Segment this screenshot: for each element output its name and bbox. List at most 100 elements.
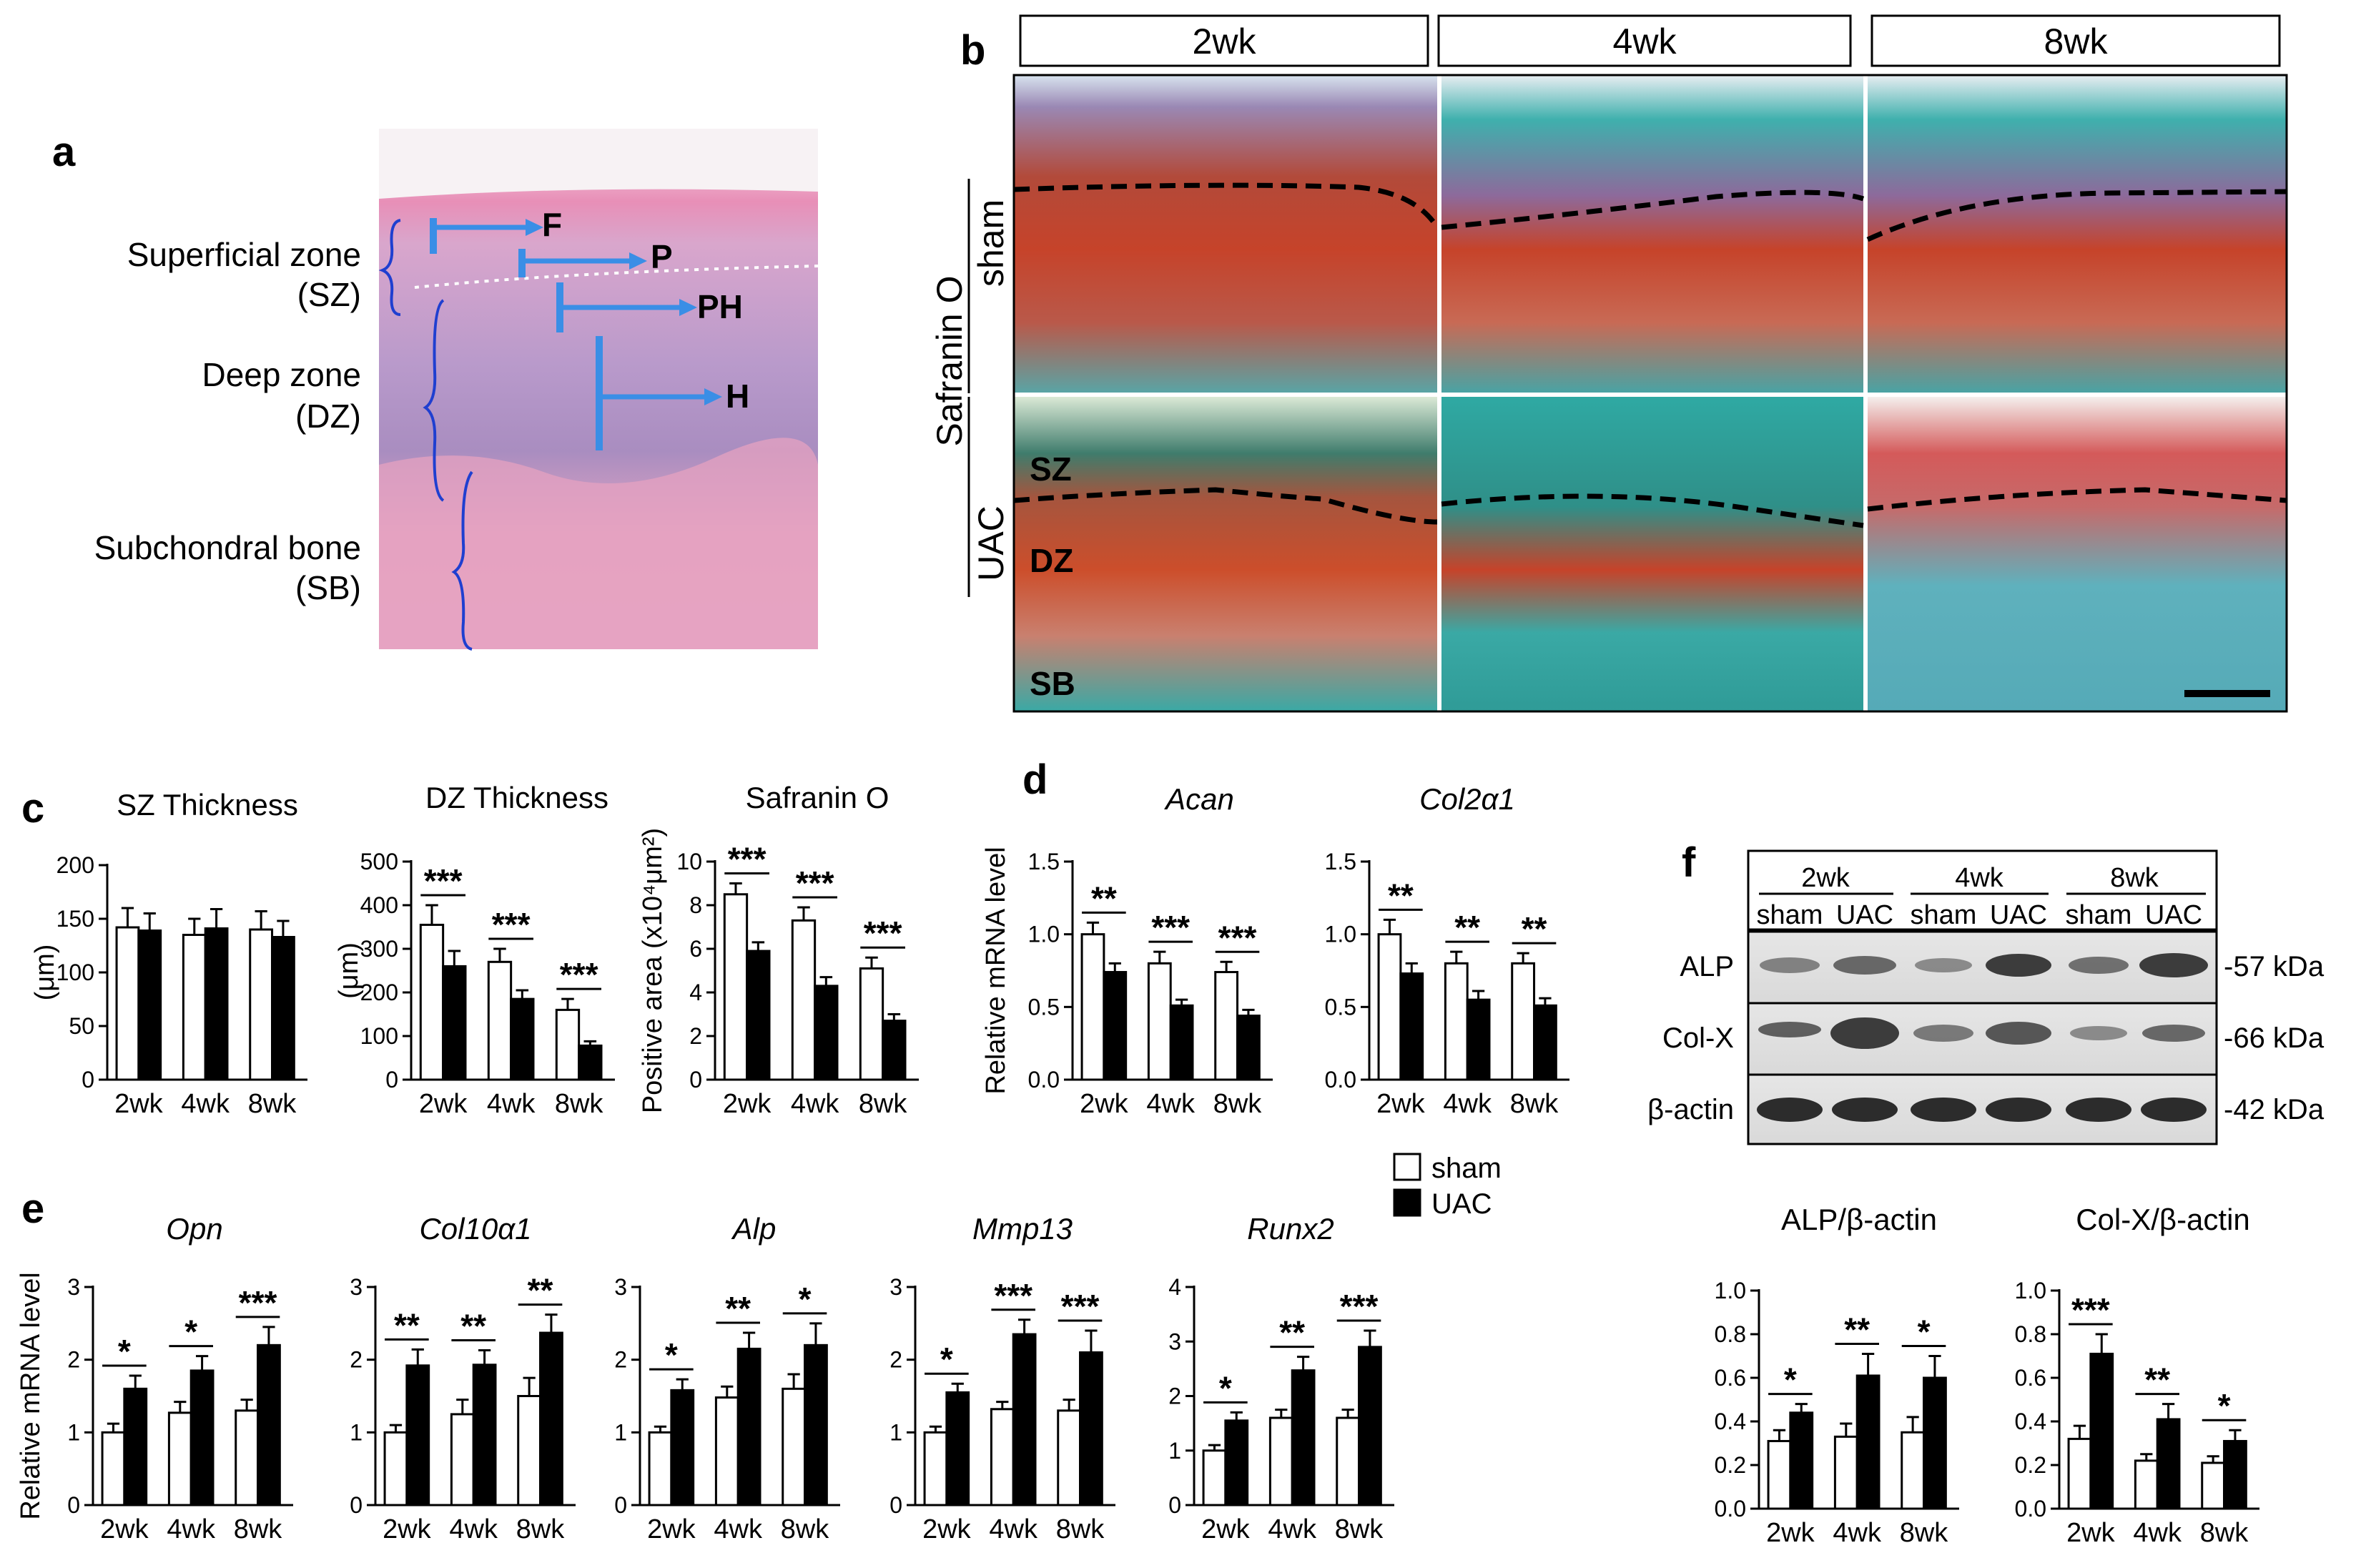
panel-letter-c: c [21,785,44,832]
panel-f-blot: 2wk 4wk 8wk sham UAC sham UAC sham UAC [1647,849,2325,1145]
legend-swatch-uac [1393,1188,1421,1217]
y-tick-label: 0.8 [1715,1321,1746,1347]
significance-label: *** [994,1277,1032,1314]
chart-title: Safranin O [746,781,889,814]
x-tick-label: 4wk [2133,1518,2182,1548]
blot-bands-alp [1760,953,2208,977]
bar-UAC [137,930,162,1081]
y-tick-label: 1.5 [1028,849,1060,874]
y-axis-label: (μm) [334,942,364,999]
bar-UAC [472,1364,497,1507]
significance-label: *** [492,906,531,943]
significance-label: * [1219,1369,1232,1406]
tp-box-2wk [1019,14,1429,67]
significance-label: * [940,1341,953,1378]
bar-UAC [1855,1374,1881,1510]
blot-bands-actin [1757,1098,2207,1122]
bar-UAC [2089,1352,2114,1510]
bar-sham [1511,962,1536,1081]
y-axis-label: Relative mRNA level [16,1272,46,1519]
x-tick-label: 8wk [1213,1089,1263,1119]
bar-sham [182,934,207,1081]
bar-chart-e1: Opn 0 1 2 3 Relative mRNA level * 2wk * 4wk *** 8wk [16,1212,293,1544]
micro-uac-4wk [1441,397,1863,711]
significance-label: *** [560,956,598,993]
legend: sham UAC [1393,1153,1502,1220]
blot-tp-4wk: 4wk [1955,863,2004,893]
bar-sham [782,1387,807,1507]
bar-sham [115,926,140,1081]
y-axis-label: Relative mRNA level [981,847,1011,1094]
significance-label: *** [1218,919,1257,956]
bar-sham [167,1411,192,1507]
group-label-uac: UAC [971,506,1011,581]
significance-label: * [665,1336,678,1374]
panel-b: 2wk 4wk 8wk Safranin O sham UAC SZ DZ SB [930,14,2288,713]
marker-H: H [726,378,749,415]
y-tick-label: 0 [614,1492,627,1518]
y-axis-label: Positive area (x10⁴μm²) [638,828,668,1113]
y-tick-label: 3 [350,1274,363,1300]
x-tick-label: 4wk [487,1089,536,1119]
zone-label-sz: SZ [1030,450,1072,488]
y-tick-label: 400 [360,892,398,918]
bar-UAC [189,1369,215,1507]
y-tick-label: 1.0 [2015,1278,2046,1303]
bar-chart-d1: Acan 0.0 0.5 1.0 1.5 Relative mRNA level ** 2wk… [981,782,1273,1119]
bar-sham [419,923,445,1081]
bar-chart-f1: ALP/β-actin 0.0 0.2 0.4 0.6 0.8 1.0 * 2wk ** 4wk * 8… [1715,1203,1959,1548]
significance-label: *** [728,841,767,878]
bar-sham [1214,971,1239,1081]
significance-label: ** [1844,1311,1870,1348]
bar-UAC [257,1343,281,1507]
bar-UAC [1224,1419,1249,1507]
y-tick-label: 0 [350,1492,363,1518]
bar-sham [383,1431,408,1507]
x-tick-label: 8wk [859,1089,908,1119]
panel-letter-d: d [1022,756,1048,803]
brace-superficial [378,219,401,316]
significance-label: ** [460,1307,486,1344]
bar-UAC [1291,1369,1316,1507]
blot-bands-colx [1758,1017,2205,1049]
marker-F: F [542,206,562,243]
significance-label: * [799,1281,812,1318]
x-tick-label: 8wk [1056,1514,1105,1544]
bar-sham [101,1431,126,1507]
y-tick-label: 0.0 [1325,1067,1356,1093]
bar-sham [487,960,513,1081]
y-tick-label: 2 [889,1347,902,1373]
brace-deep [423,299,445,502]
significance-label: * [1918,1313,1931,1351]
bar-UAC [1533,1004,1557,1081]
bar-chart-c1: SZ Thickness 0 50 100 150 200 (μm) 2wk 4wk 8wk [30,788,307,1119]
significance-label: ** [1279,1314,1305,1351]
bar-UAC [945,1391,970,1507]
significance-label: *** [864,914,902,952]
y-tick-label: 2 [350,1347,363,1373]
x-tick-label: 2wk [114,1089,164,1119]
bar-UAC [271,936,295,1081]
y-tick-label: 300 [360,936,398,962]
blot-lane-3: sham [1911,900,1977,930]
x-tick-label: 8wk [2200,1518,2249,1548]
bar-UAC [1923,1376,1947,1510]
micro-uac-8wk [1868,397,2287,711]
y-tick-label: 0.6 [2015,1365,2046,1391]
bar-sham [723,893,749,1081]
bar-UAC [736,1347,761,1507]
x-tick-label: 8wk [1900,1518,1949,1548]
y-tick-label: 1.0 [1715,1278,1746,1303]
bar-sham [2134,1459,2159,1510]
x-tick-label: 2wk [383,1514,432,1544]
y-tick-label: 2 [67,1347,80,1373]
y-tick-label: 1 [67,1419,80,1445]
bar-chart-e4: Mmp13 0 1 2 3 * 2wk *** 4wk *** 8wk [889,1212,1115,1544]
bar-sham [990,1408,1015,1507]
bar-sham [1767,1439,1792,1510]
blot-lane-6: UAC [2145,900,2202,930]
x-tick-label: 2wk [2066,1518,2116,1548]
marker-P: P [651,238,673,275]
bar-sham [923,1431,948,1507]
